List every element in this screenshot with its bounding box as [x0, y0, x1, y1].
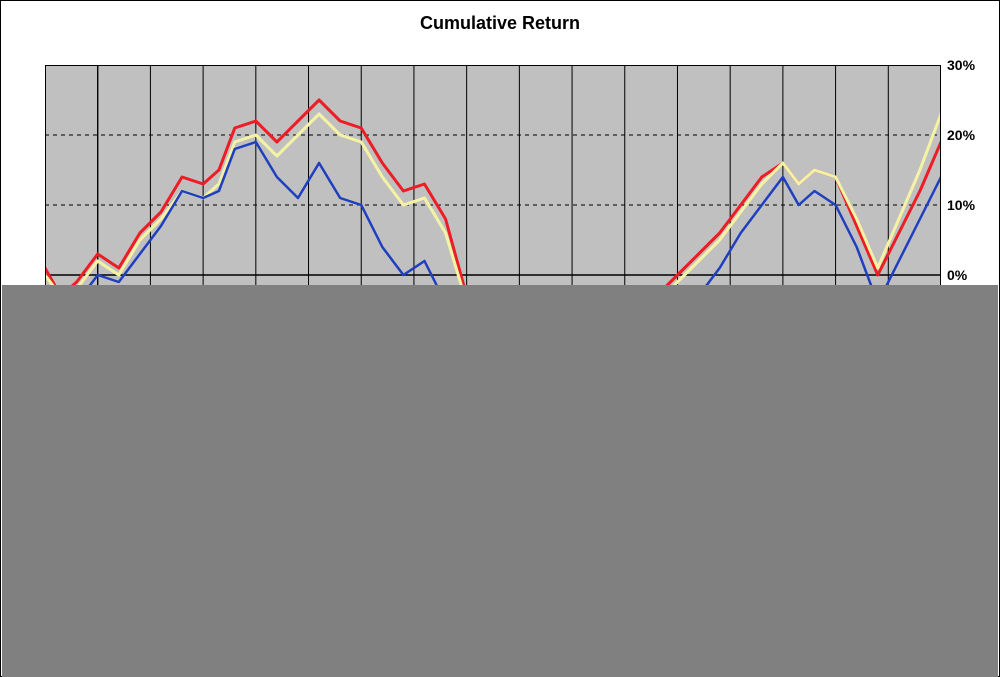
lower-occlusion — [2, 285, 998, 677]
y-tick-label: 20% — [947, 127, 975, 143]
y-tick-label: 0% — [947, 267, 967, 283]
y-tick-label: 10% — [947, 197, 975, 213]
chart-title: Cumulative Return — [1, 13, 999, 34]
y-tick-label: 30% — [947, 57, 975, 73]
chart-frame: { "chart": { "type": "line", "title": "C… — [0, 0, 1000, 677]
